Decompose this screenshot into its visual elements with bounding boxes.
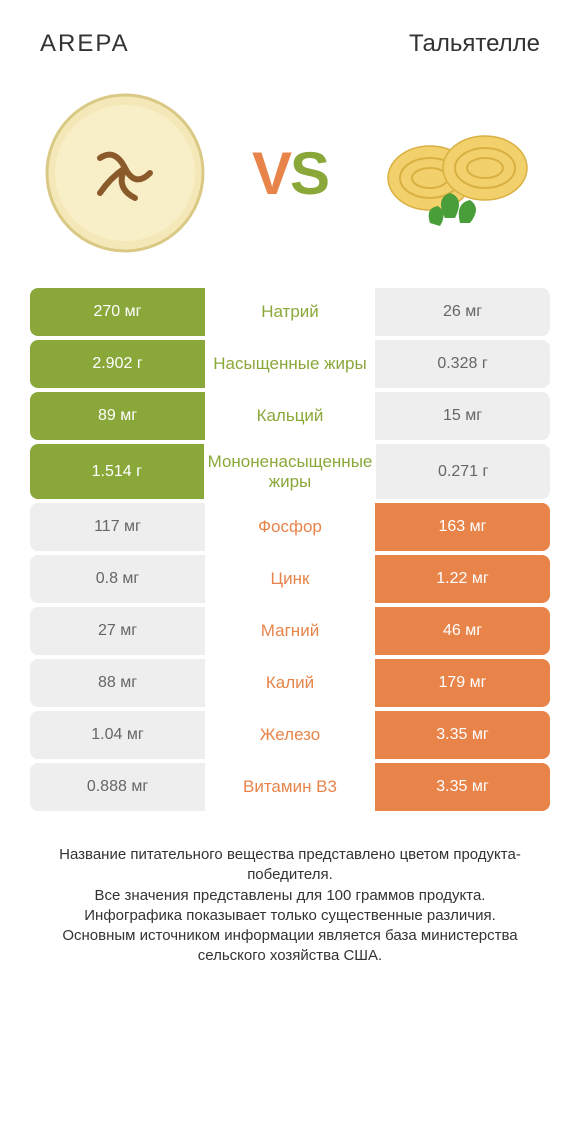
table-row: 1.514 гМононенасыщенные жиры0.271 г — [30, 444, 550, 499]
table-row: 88 мгКалий179 мг — [30, 659, 550, 707]
cell-nutrient-label: Кальций — [205, 392, 375, 440]
cell-right-value: 3.35 мг — [375, 763, 550, 811]
cell-nutrient-label: Калий — [205, 659, 375, 707]
footer-line-4: Основным источником информации является … — [30, 926, 550, 967]
cell-nutrient-label: Железо — [205, 711, 375, 759]
table-row: 89 мгКальций15 мг — [30, 392, 550, 440]
table-row: 2.902 гНасыщенные жиры0.328 г — [30, 340, 550, 388]
footer-line-1: Название питательного вещества представл… — [30, 845, 550, 886]
vs-label: VS — [252, 139, 328, 208]
cell-left-value: 2.902 г — [30, 340, 205, 388]
cell-right-value: 26 мг — [375, 288, 550, 336]
table-row: 117 мгФосфор163 мг — [30, 503, 550, 551]
left-food-title: AREPA — [40, 30, 130, 58]
cell-left-value: 0.8 мг — [30, 555, 205, 603]
cell-nutrient-label: Мононенасыщенные жиры — [204, 444, 377, 499]
footer-note: Название питательного вещества представл… — [0, 815, 580, 967]
cell-nutrient-label: Натрий — [205, 288, 375, 336]
cell-nutrient-label: Магний — [205, 607, 375, 655]
cell-left-value: 88 мг — [30, 659, 205, 707]
footer-line-2: Все значения представлены для 100 граммо… — [30, 886, 550, 906]
table-row: 1.04 мгЖелезо3.35 мг — [30, 711, 550, 759]
cell-left-value: 0.888 мг — [30, 763, 205, 811]
table-row: 0.8 мгЦинк1.22 мг — [30, 555, 550, 603]
vs-s: S — [290, 140, 328, 207]
cell-left-value: 1.514 г — [30, 444, 204, 499]
cell-nutrient-label: Цинк — [205, 555, 375, 603]
arepa-image — [40, 88, 210, 258]
table-row: 270 мгНатрий26 мг — [30, 288, 550, 336]
cell-right-value: 0.271 г — [376, 444, 550, 499]
images-row: VS — [0, 78, 580, 288]
cell-right-value: 1.22 мг — [375, 555, 550, 603]
cell-left-value: 89 мг — [30, 392, 205, 440]
header: AREPA Тальятелле — [0, 0, 580, 78]
cell-left-value: 270 мг — [30, 288, 205, 336]
cell-right-value: 46 мг — [375, 607, 550, 655]
comparison-table: 270 мгНатрий26 мг2.902 гНасыщенные жиры0… — [0, 288, 580, 811]
tagliatelle-image — [370, 88, 540, 258]
cell-right-value: 0.328 г — [375, 340, 550, 388]
right-food-title: Тальятелле — [409, 30, 540, 58]
table-row: 27 мгМагний46 мг — [30, 607, 550, 655]
cell-left-value: 117 мг — [30, 503, 205, 551]
cell-right-value: 15 мг — [375, 392, 550, 440]
cell-right-value: 179 мг — [375, 659, 550, 707]
vs-v: V — [252, 140, 290, 207]
cell-nutrient-label: Насыщенные жиры — [205, 340, 375, 388]
cell-left-value: 27 мг — [30, 607, 205, 655]
cell-nutrient-label: Витамин B3 — [205, 763, 375, 811]
cell-right-value: 3.35 мг — [375, 711, 550, 759]
table-row: 0.888 мгВитамин B33.35 мг — [30, 763, 550, 811]
footer-line-3: Инфографика показывает только существенн… — [30, 906, 550, 926]
cell-right-value: 163 мг — [375, 503, 550, 551]
cell-left-value: 1.04 мг — [30, 711, 205, 759]
cell-nutrient-label: Фосфор — [205, 503, 375, 551]
